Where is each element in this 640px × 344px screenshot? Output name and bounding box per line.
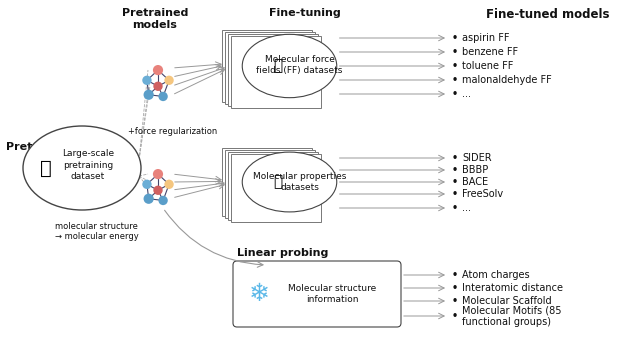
Circle shape	[159, 196, 168, 205]
Text: •: •	[452, 47, 458, 57]
Circle shape	[154, 82, 163, 91]
Text: •: •	[452, 296, 458, 306]
Text: malonaldehyde FF: malonaldehyde FF	[462, 75, 552, 85]
Ellipse shape	[243, 34, 337, 98]
Text: Pretrained
models: Pretrained models	[122, 8, 188, 30]
Text: ...: ...	[462, 89, 471, 99]
Circle shape	[143, 90, 154, 100]
Circle shape	[154, 185, 163, 195]
Circle shape	[153, 169, 163, 179]
Circle shape	[142, 180, 152, 189]
Text: ...: ...	[462, 203, 471, 213]
Text: ❄: ❄	[248, 282, 269, 306]
Bar	[231, 154, 321, 222]
Text: toluene FF: toluene FF	[462, 61, 513, 71]
Text: benzene FF: benzene FF	[462, 47, 518, 57]
Text: •: •	[452, 75, 458, 85]
Text: FreeSolv: FreeSolv	[462, 189, 503, 199]
Bar	[225, 150, 315, 218]
Text: Large-scale
pretraining
dataset: Large-scale pretraining dataset	[62, 149, 114, 181]
Text: Fine-tuned models: Fine-tuned models	[486, 8, 610, 21]
Text: •: •	[452, 89, 458, 99]
Circle shape	[153, 65, 163, 75]
Circle shape	[159, 92, 168, 101]
Text: Molecular Motifs (85
functional groups): Molecular Motifs (85 functional groups)	[462, 305, 561, 327]
Text: Fine-tuning: Fine-tuning	[269, 8, 341, 18]
Circle shape	[164, 180, 173, 189]
Text: Molecular structure
information: Molecular structure information	[288, 284, 376, 304]
Text: •: •	[452, 33, 458, 43]
Text: •: •	[452, 270, 458, 280]
Bar	[222, 30, 312, 102]
Bar	[222, 148, 312, 216]
Text: •: •	[452, 61, 458, 71]
Text: •: •	[452, 283, 458, 293]
Circle shape	[164, 76, 173, 85]
Text: BBBP: BBBP	[462, 165, 488, 175]
Text: Atom charges: Atom charges	[462, 270, 530, 280]
Text: SIDER: SIDER	[462, 153, 492, 163]
Text: Pretraining: Pretraining	[6, 142, 77, 152]
Text: •: •	[452, 165, 458, 175]
Text: Molecular force
fields (FF) datasets: Molecular force fields (FF) datasets	[256, 55, 342, 75]
Bar	[225, 32, 315, 104]
Ellipse shape	[23, 126, 141, 210]
Text: •: •	[452, 177, 458, 187]
Text: •: •	[452, 311, 458, 321]
Text: •: •	[452, 153, 458, 163]
FancyBboxPatch shape	[233, 261, 401, 327]
Text: 🔥: 🔥	[40, 159, 52, 178]
Circle shape	[142, 76, 152, 85]
Text: •: •	[452, 189, 458, 199]
Text: 🔥: 🔥	[273, 58, 282, 74]
Circle shape	[143, 194, 154, 204]
Ellipse shape	[243, 152, 337, 212]
Text: +force regularization: +force regularization	[128, 128, 217, 137]
Bar	[228, 34, 318, 106]
Text: 🔥: 🔥	[273, 174, 282, 190]
Text: molecular structure
→ molecular energy: molecular structure → molecular energy	[55, 222, 139, 241]
Text: Molecular Scaffold: Molecular Scaffold	[462, 296, 552, 306]
Bar	[231, 36, 321, 108]
Text: Molecular properties
datasets: Molecular properties datasets	[253, 172, 346, 192]
Text: aspirin FF: aspirin FF	[462, 33, 509, 43]
Text: •: •	[452, 203, 458, 213]
Bar	[228, 152, 318, 220]
Text: Linear probing: Linear probing	[237, 248, 328, 258]
Text: Interatomic distance: Interatomic distance	[462, 283, 563, 293]
Text: BACE: BACE	[462, 177, 488, 187]
